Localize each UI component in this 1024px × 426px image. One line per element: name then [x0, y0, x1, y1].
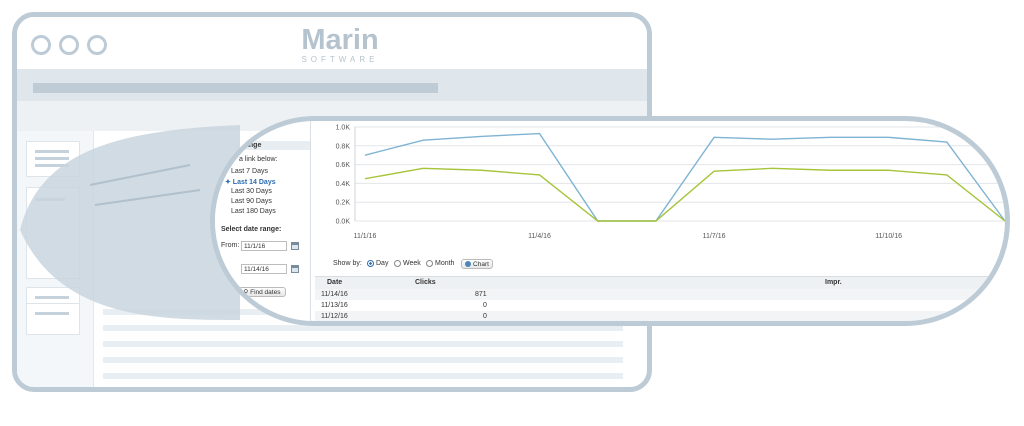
y-tick-label: 1.0K [336, 125, 351, 132]
x-tick-label: 11/10/16 [875, 233, 902, 240]
magnifier-lens: ange a link below: Last 7 Days ✦ Last 14 … [210, 116, 1010, 326]
header-band [17, 69, 647, 101]
window-dot-close[interactable] [31, 35, 51, 55]
preset-last-7-days[interactable]: Last 7 Days [231, 168, 268, 175]
placeholder-line [103, 325, 623, 331]
window-dot-minimize[interactable] [59, 35, 79, 55]
calendar-icon[interactable] [291, 265, 299, 273]
logo-subtitle: SOFTWARE [301, 55, 379, 64]
col-date[interactable]: Date [327, 279, 343, 286]
y-tick-label: 0.8K [336, 143, 351, 150]
row-date: 11/14/16 [321, 291, 348, 298]
title-bar: Marin SOFTWARE [17, 17, 647, 69]
row-clicks: 0 [483, 302, 487, 309]
radio-week-label: Week [403, 260, 421, 267]
marin-logo: Marin SOFTWARE [295, 25, 385, 64]
x-tick-label: 11/4/16 [528, 233, 551, 240]
radio-day[interactable] [367, 260, 374, 267]
performance-table: Date Clicks Impr. 11/14/16 871 11/13/16 … [315, 276, 1005, 321]
date-panel-intro: a link below: [239, 156, 278, 163]
globe-icon [465, 261, 472, 267]
radio-week[interactable] [394, 260, 401, 267]
preset-last-90-days[interactable]: Last 90 Days [231, 198, 272, 205]
table-row[interactable]: 11/12/16 0 [315, 311, 1005, 321]
clicks-line-chart: 0.0K 0.2K 0.4K 0.6K 0.8K 1.0K 11/1/16 11/4/16 11… [336, 125, 1005, 240]
from-label: From: [221, 242, 240, 249]
chart-toggle-button[interactable]: Chart [461, 259, 493, 269]
from-date-input[interactable]: 11/1/16 [241, 241, 287, 251]
preset-last-30-days[interactable]: Last 30 Days [231, 188, 272, 195]
preset-last-14-days[interactable]: ✦ Last 14 Days [225, 179, 276, 186]
date-panel-header [215, 141, 310, 150]
placeholder-line [103, 341, 623, 347]
sidebar-card [26, 303, 80, 335]
row-clicks: 0 [483, 313, 487, 320]
y-tick-label: 0.0K [336, 219, 351, 226]
y-tick-label: 0.2K [336, 200, 351, 207]
window-dot-maximize[interactable] [87, 35, 107, 55]
date-range-label: Select date range: [221, 226, 282, 233]
calendar-icon[interactable] [291, 242, 299, 250]
placeholder-line [103, 373, 623, 379]
series-line-0 [364, 132, 1005, 222]
table-header: Date Clicks Impr. [315, 276, 1005, 290]
table-row[interactable]: 11/14/16 871 [315, 289, 1005, 300]
radio-day-label: Day [376, 260, 389, 267]
to-date-input[interactable]: 11/14/16 [241, 264, 287, 274]
radio-month-label: Month [435, 260, 455, 267]
table-row[interactable]: 11/13/16 0 [315, 300, 1005, 311]
find-dates-button[interactable]: ⚲ Find dates [238, 287, 286, 297]
magnifier-icon: ⚲ [243, 289, 251, 296]
date-range-panel: ange a link below: Last 7 Days ✦ Last 14 … [215, 121, 311, 321]
placeholder-line [103, 357, 623, 363]
x-tick-label: 11/7/16 [703, 233, 726, 240]
header-placeholder-bar [33, 83, 438, 93]
chart-button-label: Chart [473, 261, 489, 268]
date-panel-title: ange [245, 142, 262, 149]
col-impr[interactable]: Impr. [825, 279, 842, 286]
logo-word: Marin [301, 24, 379, 56]
col-clicks[interactable]: Clicks [415, 279, 436, 286]
series-line-1 [364, 167, 1005, 222]
row-clicks: 871 [475, 291, 487, 298]
find-dates-label: Find dates [250, 289, 281, 296]
y-tick-label: 0.4K [336, 181, 351, 188]
preset-last-180-days[interactable]: Last 180 Days [231, 208, 276, 215]
row-date: 11/13/16 [321, 302, 348, 309]
radio-month[interactable] [426, 260, 433, 267]
show-by-label: Show by: [333, 260, 362, 267]
show-by-bar: Show by: Day Week Month Chart [315, 256, 1005, 272]
x-tick-label: 11/1/16 [354, 233, 377, 240]
y-tick-label: 0.6K [336, 162, 351, 169]
row-date: 11/12/16 [321, 313, 348, 320]
